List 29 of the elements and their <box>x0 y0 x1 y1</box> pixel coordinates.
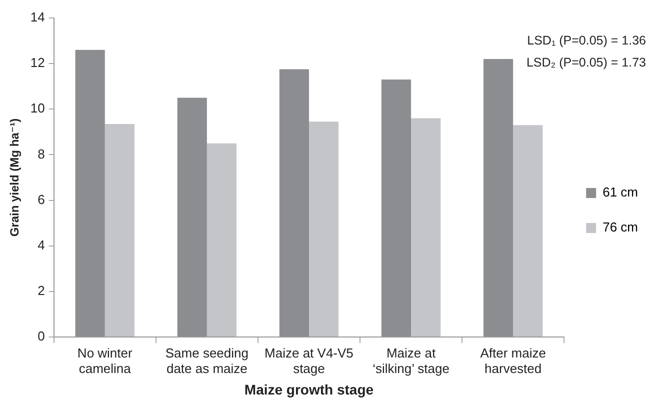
bar <box>177 98 207 336</box>
legend-label: 76 cm <box>602 220 638 235</box>
bar <box>206 143 237 336</box>
y-tick-label: 4 <box>38 237 45 252</box>
x-tick-label: Maize at ‘silking’ stage <box>372 345 450 376</box>
x-tick-label: After maize harvested <box>480 345 546 376</box>
x-axis-title: Maize growth stage <box>244 381 374 398</box>
bar <box>279 69 309 336</box>
y-tick-label: 10 <box>30 100 45 116</box>
annotation: LSD₂ (P=0.05) = 1.73 <box>526 55 646 70</box>
bar <box>411 118 441 336</box>
y-axis-title: Grain yield (Mg ha⁻¹) <box>8 118 22 237</box>
legend-label: 61 cm <box>602 184 638 200</box>
bar <box>104 124 134 336</box>
bar <box>381 80 412 336</box>
x-tick-label: Same seeding date as maize <box>165 345 248 376</box>
y-tick-label: 0 <box>38 328 45 344</box>
bar <box>308 122 339 336</box>
x-tick-label: No winter camelina <box>77 345 133 376</box>
bar <box>513 125 543 336</box>
annotation: LSD₁ (P=0.05) = 1.36 <box>527 33 646 48</box>
y-tick-label: 12 <box>30 55 45 70</box>
y-tick-label: 2 <box>38 283 45 298</box>
y-tick-label: 8 <box>38 146 45 162</box>
x-tick-label: Maize at V4-V5 stage <box>264 345 354 376</box>
bar <box>483 59 514 336</box>
bar <box>75 50 105 336</box>
y-tick-label: 6 <box>38 192 45 207</box>
y-tick-label: 14 <box>30 10 45 25</box>
